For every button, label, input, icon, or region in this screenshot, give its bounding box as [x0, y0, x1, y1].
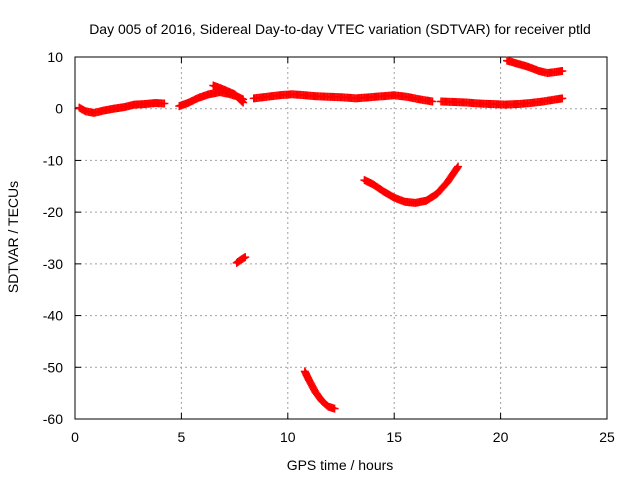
axis-ticks: 0 5 10 15 20 25 10 0 -10 -20 -30 -40 -50 -60: [43, 49, 615, 445]
y-tick-label: -60: [43, 411, 63, 427]
data-point: [558, 66, 567, 75]
y-tick-label: -40: [43, 308, 63, 324]
data-series-arc-3: [209, 81, 248, 107]
grid-layer: [75, 57, 607, 419]
x-tick-label: 25: [599, 429, 615, 445]
data-point: [454, 162, 463, 171]
data-point: [558, 94, 567, 103]
data-point: [238, 97, 247, 106]
y-tick-label: -10: [43, 152, 63, 168]
data-point: [241, 253, 250, 262]
y-tick-label: -20: [43, 204, 63, 220]
data-series-arc-5: [437, 94, 567, 109]
chart-title: Day 005 of 2016, Sidereal Day-to-day VTE…: [89, 21, 591, 37]
y-tick-label: 0: [55, 101, 63, 117]
data-point: [160, 99, 169, 108]
data-point: [239, 98, 248, 107]
x-tick-label: 5: [178, 429, 186, 445]
data-point: [428, 97, 437, 106]
data-series-arc-4: [249, 90, 437, 106]
plot-border: [74, 56, 608, 420]
y-tick-label: 10: [47, 49, 63, 65]
x-tick-label: 10: [280, 429, 296, 445]
x-axis-label: GPS time / hours: [287, 457, 394, 473]
plot-frame: [74, 56, 608, 420]
data-series-arc-6: [502, 56, 567, 78]
x-tick-label: 15: [386, 429, 402, 445]
y-tick-label: -30: [43, 256, 63, 272]
y-axis-label: SDTVAR / TECUs: [5, 181, 21, 293]
data-point: [453, 163, 462, 172]
data-series-arc-1: [75, 99, 169, 117]
y-tick-label: -50: [43, 359, 63, 375]
data-points: [75, 56, 567, 413]
data-point: [330, 404, 339, 413]
data-series-arc-7: [232, 253, 250, 267]
data-series-arc-8: [360, 162, 463, 207]
data-series-arc-9: [300, 367, 339, 413]
x-tick-label: 20: [493, 429, 509, 445]
x-tick-label: 0: [71, 429, 79, 445]
